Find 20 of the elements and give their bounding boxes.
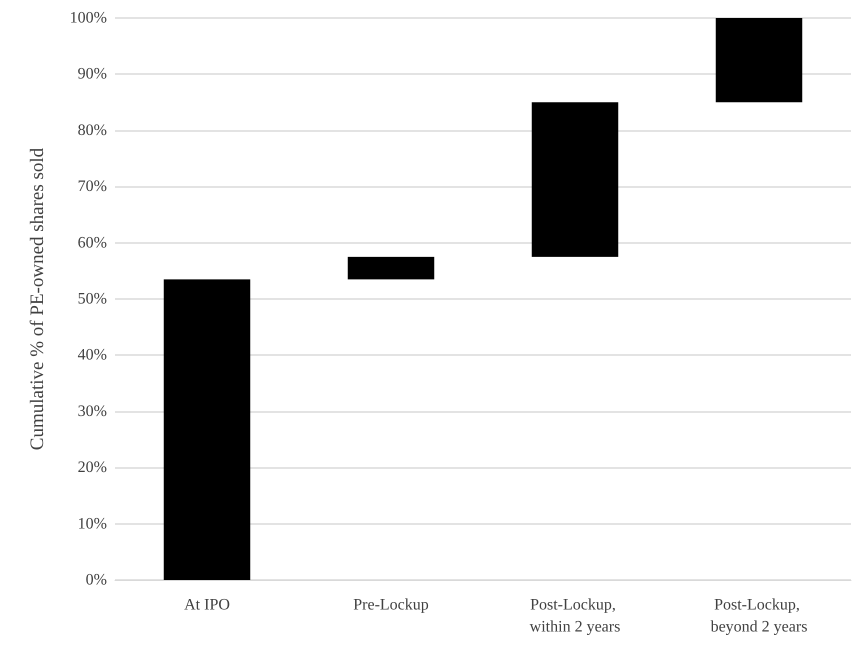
y-tick-label: 80% [78,122,107,139]
y-tick-label: 60% [78,234,107,252]
y-tick-label: 40% [78,346,107,364]
bar [164,279,250,580]
y-axis-title: Cumulative % of PE-owned shares sold [27,147,48,450]
y-tick-label: 20% [78,459,107,476]
y-tick-label: 50% [78,290,107,308]
y-tick-label: 30% [78,402,107,420]
x-tick-label: Post-Lockup, beyond 2 years [710,596,808,636]
bar [716,18,802,102]
x-tick-label: Post-Lockup, within 2 years [530,596,620,636]
y-tick-label: 90% [78,66,107,83]
y-tick-label: 10% [78,515,107,532]
y-tick-label: 100% [70,10,107,26]
bar [348,256,434,280]
y-tick-label: 70% [78,178,107,196]
bar [532,102,618,257]
x-tick-label: Pre-Lockup [353,596,429,614]
x-tick-label: At IPO [184,596,230,614]
y-tick-label: 0% [86,572,107,588]
